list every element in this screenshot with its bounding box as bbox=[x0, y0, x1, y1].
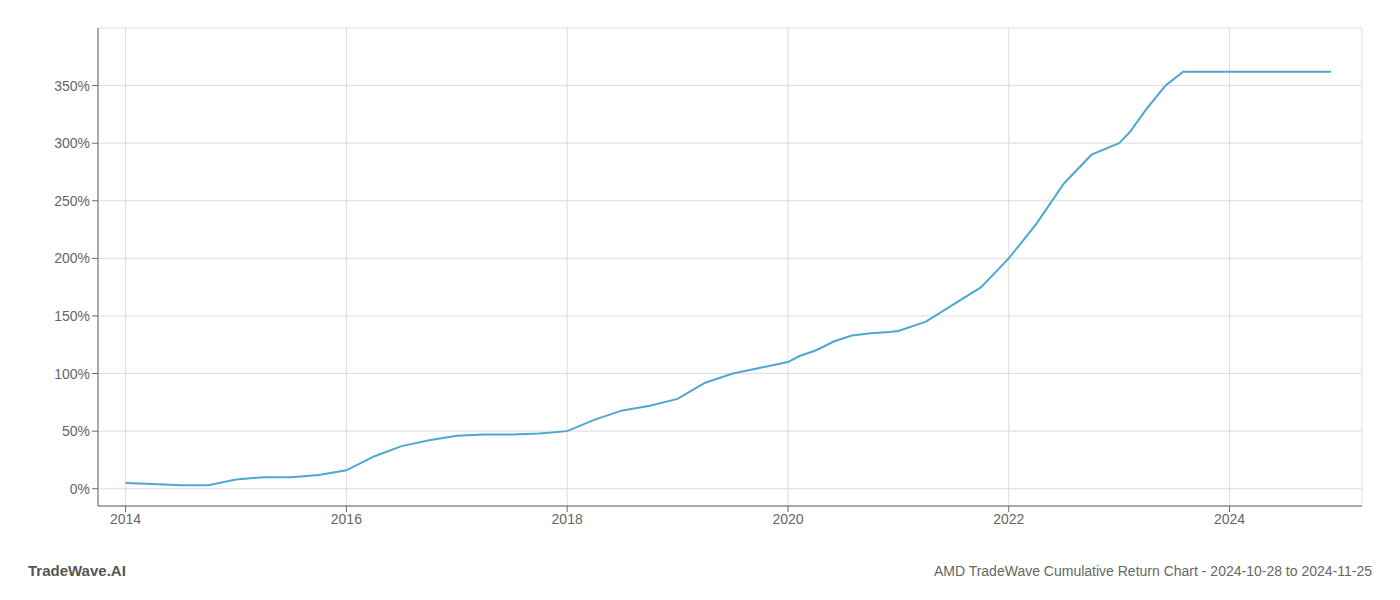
svg-text:2024: 2024 bbox=[1214, 511, 1245, 527]
svg-text:100%: 100% bbox=[54, 366, 90, 382]
svg-text:2016: 2016 bbox=[331, 511, 362, 527]
html-text:TradeWave.AI: TradeWave.AI bbox=[28, 562, 126, 579]
svg-text:2020: 2020 bbox=[772, 511, 803, 527]
svg-text:350%: 350% bbox=[54, 78, 90, 94]
svg-text:150%: 150% bbox=[54, 308, 90, 324]
svg-text:2014: 2014 bbox=[110, 511, 141, 527]
svg-text:50%: 50% bbox=[62, 423, 90, 439]
svg-text:200%: 200% bbox=[54, 250, 90, 266]
svg-text:300%: 300% bbox=[54, 135, 90, 151]
svg-text:250%: 250% bbox=[54, 193, 90, 209]
html-text:AMD TradeWave Cumulative Retur: AMD TradeWave Cumulative Return Chart - … bbox=[933, 563, 1372, 579]
svg-text:2018: 2018 bbox=[552, 511, 583, 527]
svg-text:0%: 0% bbox=[70, 481, 90, 497]
svg-text:2022: 2022 bbox=[993, 511, 1024, 527]
